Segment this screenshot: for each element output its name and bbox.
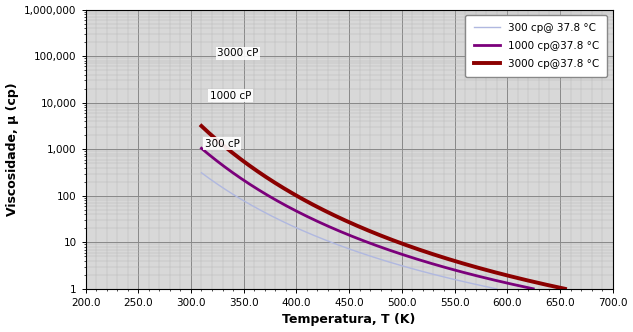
300 cp@ 37.8 °C	[493, 287, 501, 291]
3000 cp@37.8 °C	[520, 278, 527, 282]
300 cp@ 37.8 °C	[402, 265, 410, 269]
300 cp@ 37.8 °C	[197, 171, 205, 175]
3000 cp@37.8 °C	[553, 285, 561, 289]
3000 cp@37.8 °C	[548, 284, 556, 288]
1000 cp@37.8 °C	[529, 287, 537, 291]
300 cp@ 37.8 °C	[253, 206, 261, 210]
Line: 3000 cp@37.8 °C: 3000 cp@37.8 °C	[201, 126, 565, 289]
1000 cp@37.8 °C	[509, 282, 517, 286]
3000 cp@37.8 °C	[510, 275, 517, 279]
Line: 1000 cp@37.8 °C: 1000 cp@37.8 °C	[201, 148, 533, 289]
3000 cp@37.8 °C	[237, 157, 245, 161]
Y-axis label: Viscosidade, μ (cp): Viscosidade, μ (cp)	[6, 82, 18, 216]
Text: 1000 cP: 1000 cP	[210, 91, 251, 101]
3000 cp@37.8 °C	[197, 124, 205, 128]
1000 cp@37.8 °C	[197, 146, 205, 150]
Line: 300 cp@ 37.8 °C: 300 cp@ 37.8 °C	[201, 173, 497, 289]
1000 cp@37.8 °C	[240, 178, 248, 182]
300 cp@ 37.8 °C	[463, 281, 471, 285]
1000 cp@37.8 °C	[268, 196, 275, 200]
1000 cp@37.8 °C	[296, 210, 303, 214]
300 cp@ 37.8 °C	[382, 259, 389, 263]
300 cp@ 37.8 °C	[308, 232, 315, 236]
300 cp@ 37.8 °C	[292, 226, 300, 230]
X-axis label: Temperatura, T (K): Temperatura, T (K)	[282, 313, 416, 326]
1000 cp@37.8 °C	[353, 236, 360, 240]
Legend: 300 cp@ 37.8 °C, 1000 cp@37.8 °C, 3000 cp@37.8 °C: 300 cp@ 37.8 °C, 1000 cp@37.8 °C, 3000 c…	[465, 15, 608, 77]
3000 cp@37.8 °C	[484, 268, 491, 272]
3000 cp@37.8 °C	[561, 287, 568, 291]
Text: 300 cP: 300 cP	[204, 139, 239, 149]
Text: 3000 cP: 3000 cP	[217, 48, 259, 58]
1000 cp@37.8 °C	[518, 284, 525, 288]
